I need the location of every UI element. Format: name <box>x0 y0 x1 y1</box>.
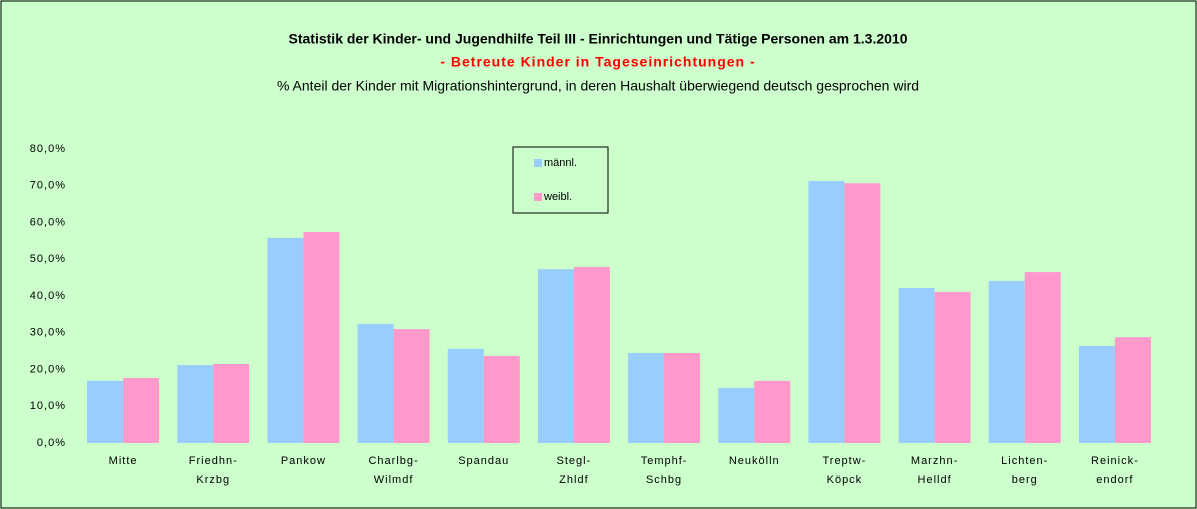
bar <box>898 287 935 443</box>
x-tick-label: Mitte <box>108 455 138 467</box>
bar <box>988 280 1025 443</box>
bar <box>844 183 881 444</box>
bar <box>393 329 430 443</box>
y-tick-label: 70,0% <box>30 180 66 192</box>
bar <box>628 352 665 443</box>
x-tick-label: Reinick- endorf <box>1091 455 1139 486</box>
bar <box>177 365 214 443</box>
x-tick-label: Treptw- Köpck <box>822 455 867 486</box>
y-tick-label: 20,0% <box>30 363 66 375</box>
bar <box>754 380 791 443</box>
bar <box>1024 272 1061 443</box>
bar <box>718 387 755 443</box>
y-tick-label: 0,0% <box>37 437 66 449</box>
bar <box>934 291 971 443</box>
x-tick-label: Charlbg- Wilmdf <box>368 455 419 486</box>
bar <box>537 269 574 443</box>
legend-swatch <box>534 193 542 201</box>
legend-swatch <box>534 159 542 167</box>
x-tick-label: Temphf- Schbg <box>640 455 688 486</box>
y-tick-label: 80,0% <box>30 143 66 155</box>
bar <box>123 377 160 443</box>
chart-subtitle: - Betreute Kinder in Tageseinrichtungen … <box>440 54 755 70</box>
y-tick-label: 40,0% <box>30 290 66 302</box>
x-tick-label: Friedhn- Krzbg <box>188 455 238 486</box>
bar <box>573 266 610 443</box>
bar <box>267 237 304 443</box>
legend-label: weibl. <box>543 191 572 203</box>
y-tick-label: 60,0% <box>30 216 66 228</box>
x-tick-label: Lichten- berg <box>1001 455 1049 486</box>
bar <box>1078 345 1115 443</box>
chart-title: Statistik der Kinder- und Jugendhilfe Te… <box>289 31 908 47</box>
x-tick-label: Neukölln <box>728 455 780 467</box>
bar <box>1114 337 1151 443</box>
y-tick-label: 10,0% <box>30 400 66 412</box>
bar <box>87 380 124 443</box>
legend-label: männl. <box>544 157 577 169</box>
x-tick-label: Spandau <box>458 455 510 467</box>
x-tick-label: Stegl- Zhldf <box>556 455 592 486</box>
bar <box>483 355 520 443</box>
bar <box>447 348 484 443</box>
legend <box>512 146 609 214</box>
x-tick-label: Pankow <box>280 455 326 467</box>
chart-annotation: % Anteil der Kinder mit Migrationshinter… <box>277 78 919 94</box>
bar <box>213 363 250 443</box>
y-tick-label: 30,0% <box>30 327 66 339</box>
bar <box>303 232 340 443</box>
bar <box>357 323 394 443</box>
bar <box>664 352 701 443</box>
bar <box>808 180 845 443</box>
x-tick-label: Marzhn- Helldf <box>910 455 959 486</box>
y-tick-label: 50,0% <box>30 253 66 265</box>
